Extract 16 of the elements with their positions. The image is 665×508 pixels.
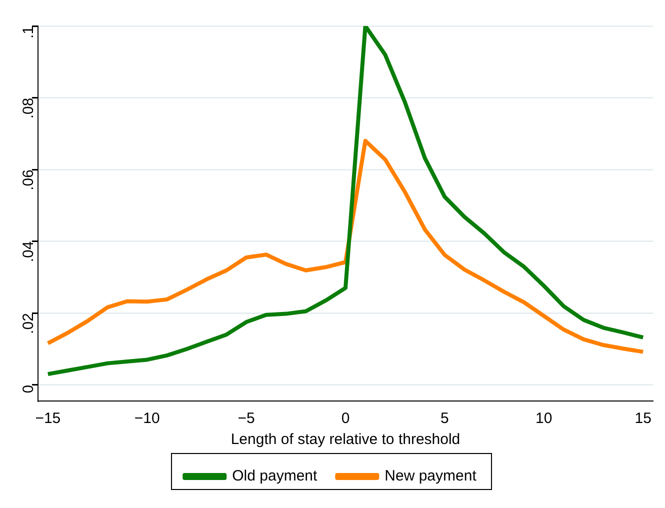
x-tick-label: −15 (35, 410, 61, 428)
y-tick-label: .08 (20, 98, 38, 119)
x-tick-label: 15 (634, 410, 652, 428)
legend-label: Old payment (232, 468, 318, 485)
y-tick-label: .1 (20, 26, 38, 39)
y-tick-label: .02 (20, 313, 38, 334)
x-tick-label: 5 (440, 410, 449, 428)
x-tick-label: −10 (134, 410, 160, 428)
x-tick-label: −5 (238, 410, 255, 428)
y-tick-label: .06 (20, 170, 38, 190)
x-tick-label: 0 (341, 410, 350, 428)
y-tick-label: 0 (20, 384, 38, 394)
legend-label: New payment (384, 468, 478, 485)
x-tick-label: 10 (536, 410, 552, 428)
y-tick-label: .04 (20, 241, 38, 262)
x-axis-title: Length of stay relative to threshold (230, 431, 460, 448)
